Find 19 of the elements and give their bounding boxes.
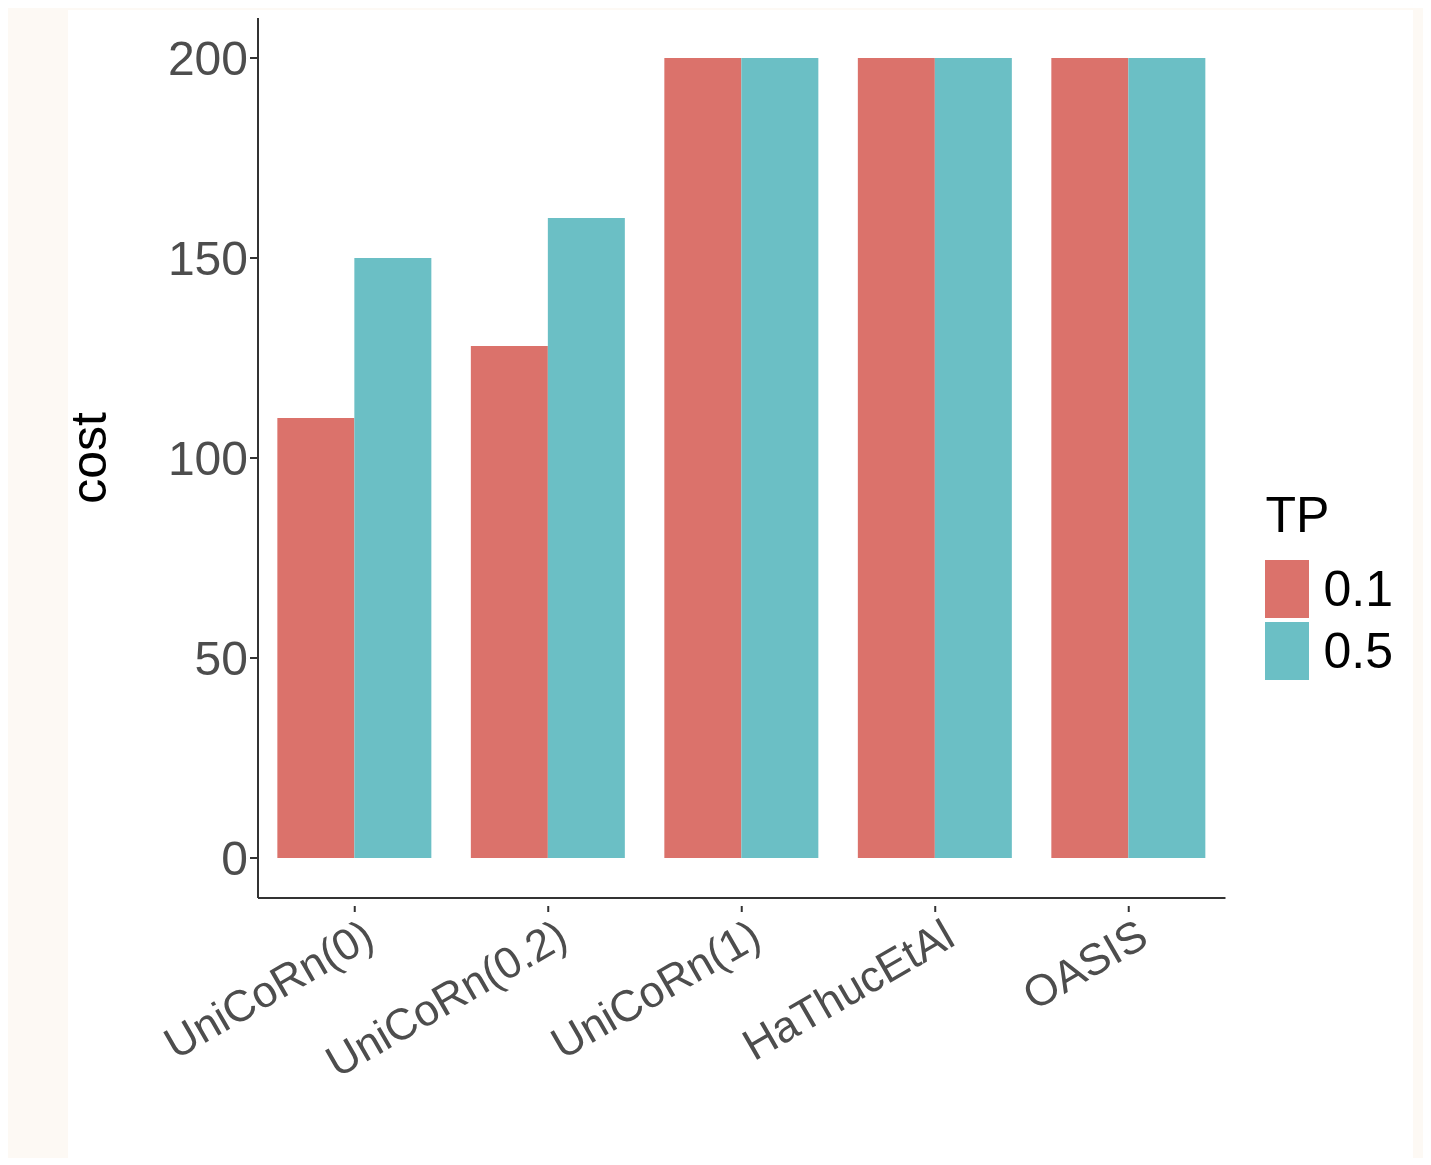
bar [857, 58, 935, 858]
bar [470, 346, 548, 858]
y-tick-label: 200 [167, 32, 248, 86]
bar [741, 58, 819, 858]
bar [664, 58, 742, 858]
legend-label: 0.5 [1323, 622, 1393, 680]
bar [354, 258, 432, 858]
y-tick-label: 50 [194, 632, 248, 686]
bar [277, 418, 355, 858]
bar [1128, 58, 1206, 858]
legend-label: 0.1 [1323, 560, 1393, 618]
bar [934, 58, 1012, 858]
y-tick-label: 150 [167, 232, 248, 286]
y-tick-label: 100 [167, 432, 248, 486]
bar [547, 218, 625, 858]
y-tick-label: 0 [221, 832, 248, 886]
bar [1051, 58, 1129, 858]
legend-title: TP [1265, 486, 1331, 544]
y-axis-title: cost [60, 412, 117, 504]
